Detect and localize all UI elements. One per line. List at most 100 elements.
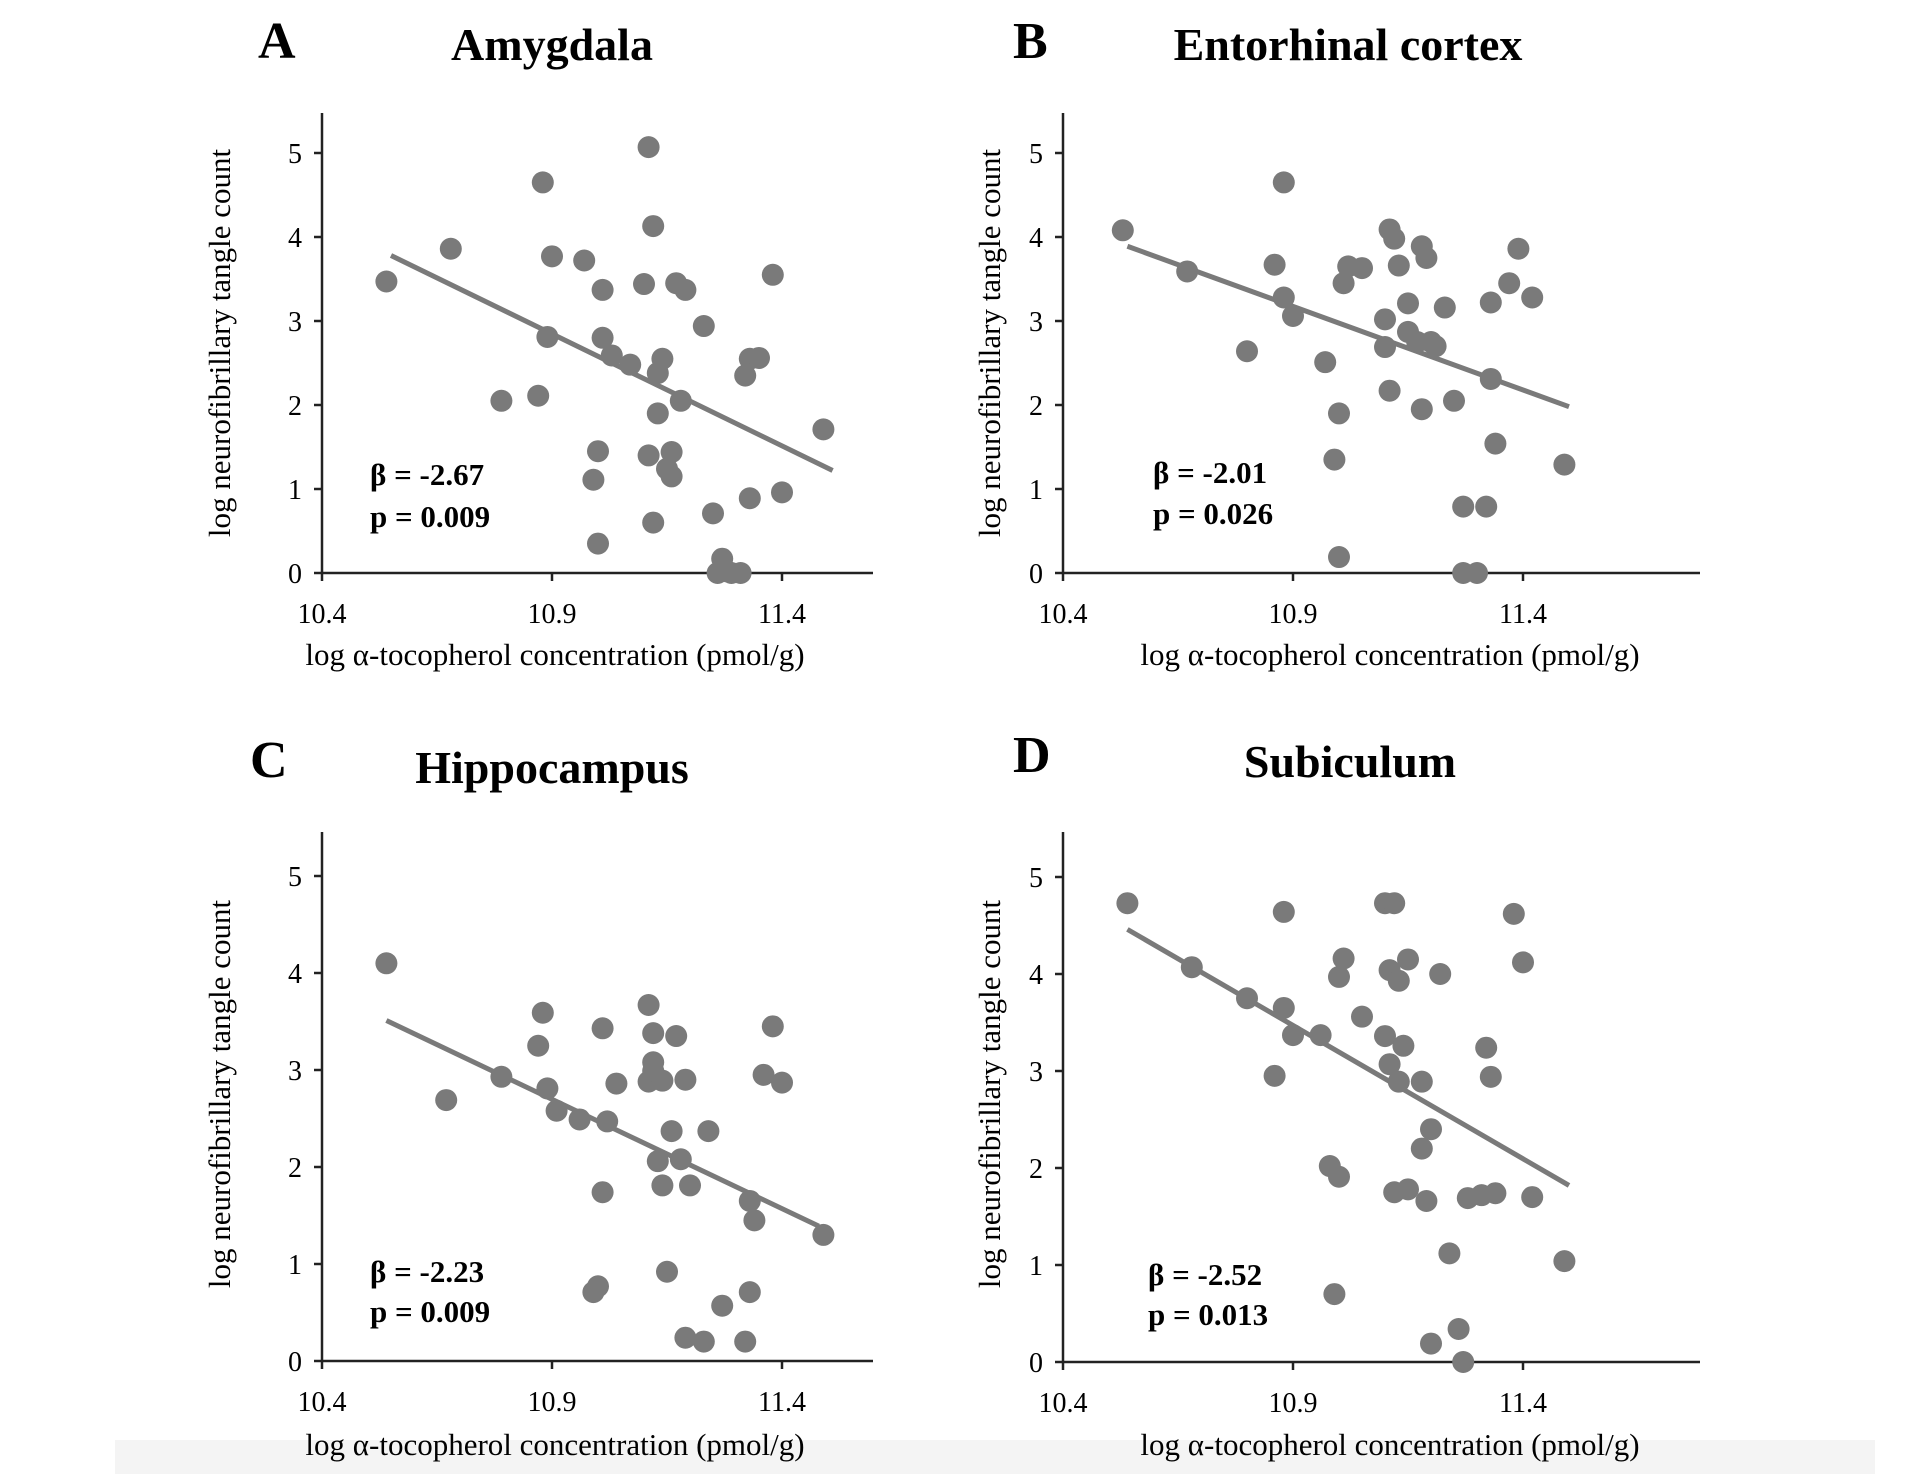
data-point <box>660 465 683 488</box>
data-point <box>1328 1165 1350 1188</box>
data-point <box>1323 448 1346 471</box>
data-point <box>605 1072 628 1095</box>
data-point <box>1176 260 1199 283</box>
data-point <box>619 353 642 376</box>
panel-letter: C <box>250 732 288 789</box>
data-point <box>375 952 398 975</box>
data-point <box>1374 1025 1396 1048</box>
data-point <box>1272 996 1295 1019</box>
data-point <box>812 1223 835 1246</box>
x-tick-label: 11.4 <box>758 599 806 630</box>
data-point <box>651 347 674 370</box>
data-point <box>587 1275 609 1298</box>
data-point <box>633 273 655 296</box>
y-tick-label: 3 <box>288 1056 302 1087</box>
data-point <box>1553 453 1576 476</box>
data-point <box>1452 1351 1475 1373</box>
data-point <box>1479 291 1502 314</box>
y-tick-label: 2 <box>288 1153 302 1184</box>
data-point <box>439 237 462 260</box>
p-value-annotation: p = 0.009 <box>370 1294 490 1329</box>
panel-title: Amygdala <box>451 19 653 70</box>
data-point <box>1443 389 1465 412</box>
data-point <box>527 384 550 407</box>
data-point <box>771 1071 793 1094</box>
data-point <box>1466 562 1488 584</box>
x-axis-label: log α-tocopherol concentration (pmol/g) <box>305 637 804 672</box>
y-tick-label: 3 <box>288 307 302 338</box>
footer-band <box>115 1440 1875 1474</box>
data-point <box>591 1181 614 1204</box>
panel-a: A Amygdala 0 1 2 3 4 5 10.4 10.9 11.4 log α-tocophe… <box>202 13 873 672</box>
data-point <box>738 1189 761 1212</box>
data-point <box>375 270 398 293</box>
data-point <box>752 1063 775 1086</box>
y-tick-label: 0 <box>288 559 302 590</box>
y-tick-label: 5 <box>1029 863 1043 894</box>
y-axis-label: log neurofibrillary tangle count <box>202 899 237 1288</box>
data-point <box>674 1326 697 1349</box>
data-point <box>1387 969 1410 992</box>
data-point <box>1433 296 1456 319</box>
data-point <box>1415 247 1438 269</box>
panel-letter: A <box>258 13 296 70</box>
data-point <box>660 441 683 464</box>
data-point <box>761 1015 784 1038</box>
y-tick-label: 5 <box>288 139 302 170</box>
data-point <box>1397 292 1419 315</box>
x-tick-label: 10.9 <box>1269 599 1318 630</box>
data-point <box>660 1120 683 1143</box>
data-point <box>1429 963 1452 985</box>
data-point <box>435 1089 458 1112</box>
data-point <box>665 1025 688 1048</box>
data-point <box>738 487 761 510</box>
data-point <box>1328 965 1350 988</box>
data-point <box>1420 1118 1442 1141</box>
data-point <box>1475 495 1498 518</box>
y-axis-label: log neurofibrillary tangle count <box>972 148 1007 537</box>
beta-annotation: β = -2.01 <box>1153 455 1267 490</box>
data-point <box>1374 336 1396 359</box>
data-point <box>738 1281 761 1304</box>
data-point <box>646 402 669 425</box>
data-point <box>1328 546 1350 569</box>
beta-annotation: β = -2.23 <box>370 1254 484 1289</box>
data-point <box>1383 227 1406 250</box>
data-point <box>545 1099 568 1122</box>
data-point <box>1236 340 1258 363</box>
data-point <box>1410 1070 1433 1093</box>
data-point <box>656 1260 678 1283</box>
x-tick-label: 10.9 <box>528 1387 577 1418</box>
data-point <box>1479 1065 1502 1088</box>
panel-letter: B <box>1013 13 1048 70</box>
p-value-annotation: p = 0.013 <box>1148 1297 1268 1332</box>
data-point <box>1272 286 1295 309</box>
data-point <box>743 1209 766 1232</box>
data-point <box>711 1294 734 1317</box>
data-point <box>1498 272 1521 295</box>
data-point <box>1383 892 1406 915</box>
data-point <box>1309 1024 1332 1047</box>
data-point <box>637 136 660 159</box>
x-tick-label: 11.4 <box>1499 599 1547 630</box>
data-point <box>1424 335 1447 358</box>
data-point <box>587 440 609 463</box>
data-point <box>536 1077 559 1100</box>
data-point <box>1512 951 1534 974</box>
data-point <box>1378 1053 1401 1076</box>
panel-c: C Hippocampus 0 1 2 3 4 5 10.4 10.9 11.4 log α-toco… <box>202 732 873 1462</box>
data-point <box>1420 1332 1442 1355</box>
data-point <box>1387 1070 1410 1093</box>
data-point <box>600 344 623 367</box>
data-point <box>1116 892 1139 915</box>
data-point <box>669 389 692 412</box>
y-tick-label: 4 <box>288 223 302 254</box>
data-point <box>596 1110 619 1133</box>
data-point <box>1502 902 1525 925</box>
y-tick-label: 3 <box>1029 1057 1043 1088</box>
data-point <box>490 1065 513 1088</box>
data-point <box>1323 1283 1346 1306</box>
data-point <box>1521 1186 1544 1209</box>
panel-title: Entorhinal cortex <box>1174 19 1523 70</box>
data-point <box>1484 432 1507 455</box>
